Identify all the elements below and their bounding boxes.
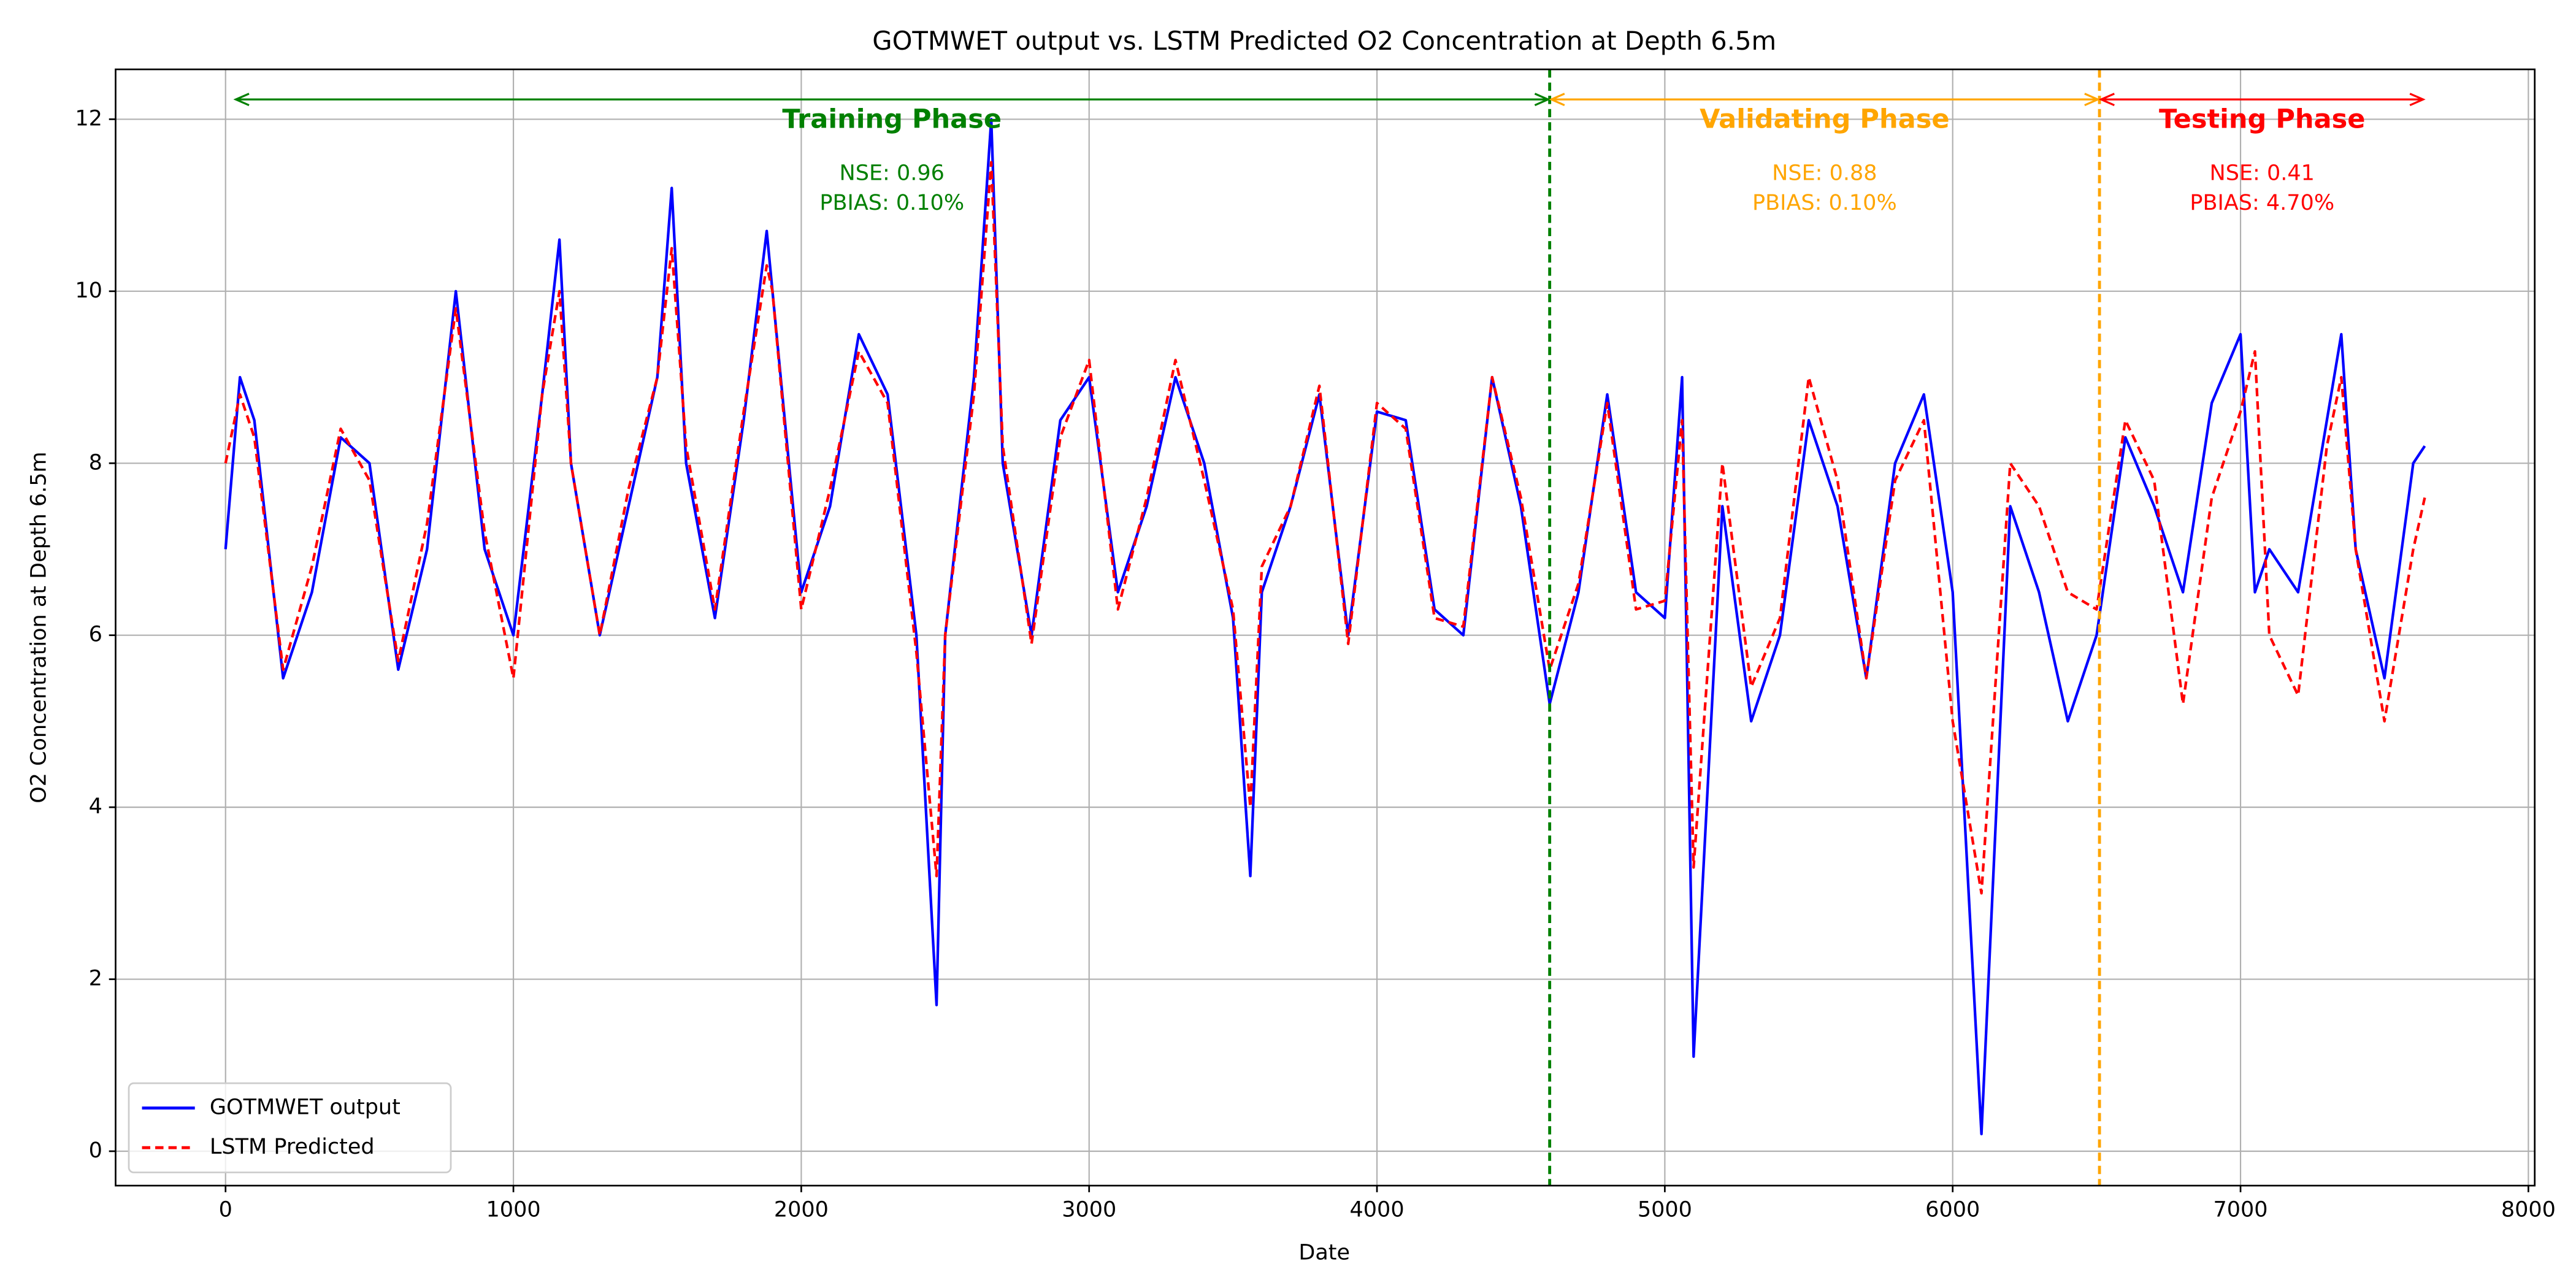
phase-pbias: PBIAS: 4.70% [2190, 191, 2334, 215]
x-tick-label: 3000 [1062, 1197, 1116, 1222]
y-tick-label: 10 [75, 278, 102, 303]
x-tick-label: 0 [219, 1197, 232, 1222]
arrow-head [2084, 93, 2101, 107]
legend-box [128, 1082, 452, 1173]
y-tick-label: 8 [89, 450, 102, 475]
x-tick-label: 2000 [774, 1197, 829, 1222]
x-tick-label: 8000 [2501, 1197, 2556, 1222]
phase-nse: NSE: 0.88 [1772, 161, 1877, 185]
arrow-head [1549, 93, 1565, 107]
arrow-head [233, 93, 250, 107]
arrow-head [2409, 93, 2426, 107]
series-line [224, 161, 2426, 895]
arrow-head [1534, 93, 1551, 107]
y-axis-label: O2 Concentration at Depth 6.5m [27, 451, 52, 803]
x-tick-label: 7000 [2214, 1197, 2268, 1222]
y-tick-label: 6 [89, 623, 102, 647]
phase-pbias: PBIAS: 0.10% [819, 191, 964, 215]
x-tick-label: 5000 [1638, 1197, 1692, 1222]
x-tick-label: 4000 [1350, 1197, 1405, 1222]
plot-frame [115, 68, 2536, 1187]
x-axis-label: Date [1298, 1240, 1350, 1265]
phase-title: Validating Phase [1700, 104, 1949, 135]
phase-nse: NSE: 0.96 [840, 161, 945, 185]
x-tick-label: 6000 [1925, 1197, 1980, 1222]
y-tick-label: 2 [89, 967, 102, 991]
legend-label: LSTM Predicted [210, 1135, 375, 1159]
legend-label: GOTMWET output [210, 1095, 401, 1120]
arrow-head [2098, 93, 2115, 107]
y-tick-label: 0 [89, 1138, 102, 1163]
phase-nse: NSE: 0.41 [2210, 161, 2315, 185]
y-tick-label: 4 [89, 794, 102, 819]
phase-title: Testing Phase [2159, 104, 2365, 135]
x-tick-label: 1000 [486, 1197, 541, 1222]
y-tick-label: 12 [75, 106, 102, 131]
chart-title: GOTMWET output vs. LSTM Predicted O2 Con… [872, 26, 1776, 56]
phase-pbias: PBIAS: 0.10% [1752, 191, 1897, 215]
phase-title: Training Phase [782, 104, 1002, 135]
